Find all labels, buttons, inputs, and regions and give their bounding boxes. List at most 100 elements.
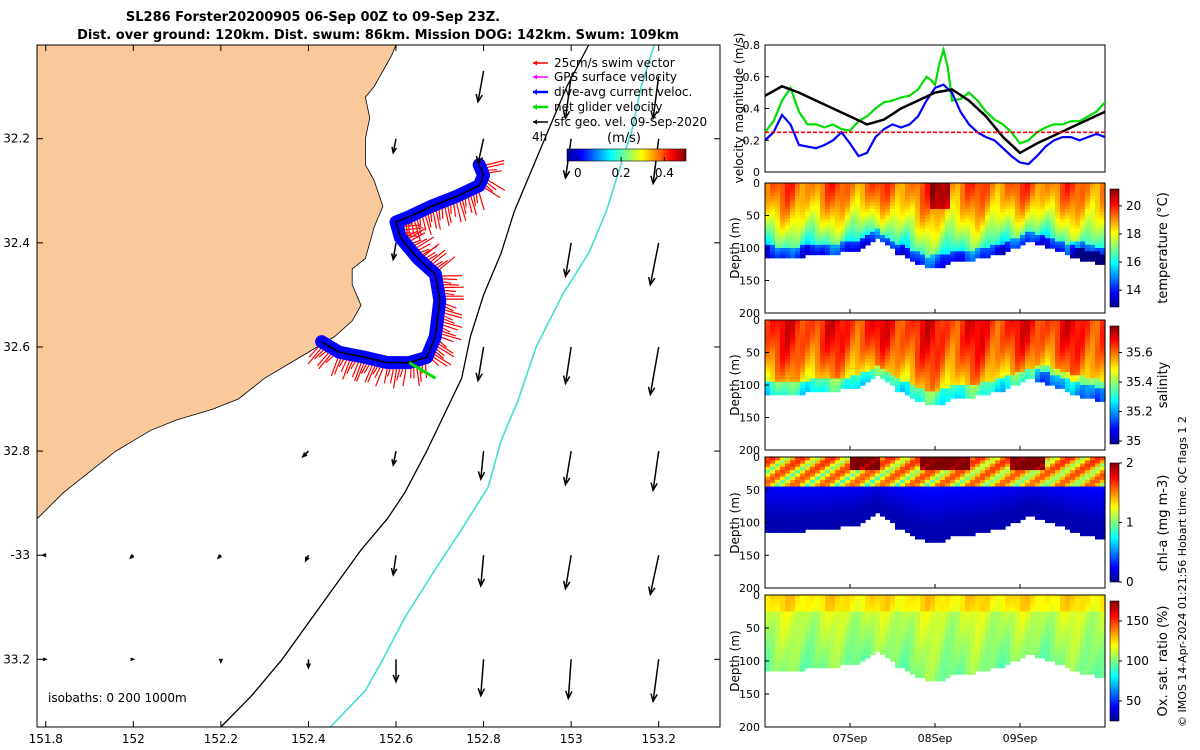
net-glider-velocity-arrow [408, 361, 437, 380]
profile-y-tick-label: 0 [753, 451, 760, 464]
map-y-tick-label: 32.2 [3, 132, 30, 146]
glider-track [321, 164, 485, 364]
profile-colorbar-tick-label: 35.4 [1126, 375, 1153, 389]
profile-y-tick-label: 200 [739, 444, 760, 457]
isobath-200m-line [220, 45, 590, 727]
velocity-ylabel: velocity magnitude (m/s) [732, 33, 746, 184]
map-x-tick-label: 152.2 [204, 732, 238, 746]
profile-y-tick-label: 150 [739, 688, 760, 701]
geo-vector-arrow [42, 657, 48, 662]
profile-colorbar-tick-label: 100 [1126, 654, 1149, 668]
geo-vector-arrow [392, 659, 400, 684]
profile-y-tick-label: 200 [739, 582, 760, 595]
profile-y-tick-label: 100 [739, 517, 760, 530]
profile-panel-ox: 0 50 100 150 200 Depth (m) 50 100 150 Ox. sat. ra… [728, 589, 1171, 734]
velocity-line [765, 83, 1105, 166]
profile-y-tick-label: 100 [739, 655, 760, 668]
profile-colorbar-tick-label: 20 [1126, 199, 1141, 213]
geo-vector-arrow [650, 450, 660, 493]
geo-vector-arrow [477, 659, 486, 698]
geo-vector-arrow [475, 138, 485, 166]
legend-swim-arrowhead [533, 60, 537, 66]
profile-colorbar-tick-label: 16 [1126, 255, 1141, 269]
profile-colorbar-tick-label: 35 [1126, 434, 1141, 448]
map-colorbar [566, 148, 687, 162]
profile-colorbar-tick-label: 1 [1126, 516, 1134, 530]
profile-y-tick-label: 50 [746, 210, 760, 223]
legend-current-arrowhead [533, 89, 537, 95]
legend-net-arrowhead [533, 104, 537, 110]
velocity-y-ticks: 0 0.2 0.4 0.6 0.8 [743, 39, 769, 179]
land-mass [37, 45, 397, 520]
legend-net-label: net glider velocity [554, 100, 662, 114]
profile-y-tick-label: 0 [753, 589, 760, 602]
geo-vector-arrow [647, 242, 660, 287]
profile-colorbar-label: salinity [1156, 361, 1171, 408]
profile-panel-temp: 0 50 100 150 200 Depth (m) 14 16 18 20 temperature… [728, 177, 1171, 320]
geo-vector-arrow [218, 658, 223, 665]
legend-gps-arrowhead [533, 74, 537, 80]
profile-panel-sal: 0 50 100 150 200 Depth (m) 35 35.2 35.4 35.6salin… [728, 314, 1171, 457]
geo-vector-arrow [475, 70, 485, 104]
profile-y-tick-label: 150 [739, 275, 760, 288]
map-y-tick-label: 32.8 [3, 444, 30, 458]
swim-vector-band [307, 159, 506, 389]
profile-ylabel: Depth (m) [728, 492, 742, 553]
geo-vector-arrow [648, 555, 660, 597]
velocity-y-tick-label: 0 [753, 166, 760, 179]
map-frame [36, 44, 721, 728]
geo-vector-arrow [562, 555, 572, 591]
profile-ylabel: Depth (m) [728, 217, 742, 278]
velocity-y-tick-label: 0.6 [743, 71, 761, 84]
map-x-tick-label: 152 [122, 732, 145, 746]
profile-y-tick-label: 100 [739, 379, 760, 392]
map-y-tick-label: 33.2 [3, 652, 30, 666]
geo-vector-arrow [130, 657, 136, 662]
legend-time-note: 4h [532, 130, 547, 144]
date-axis-label: 08Sep [918, 732, 953, 745]
profile-y-tick-label: 50 [746, 622, 760, 635]
geo-vector-arrow [477, 555, 486, 588]
velocity-line [765, 45, 1105, 145]
velocity-y-tick-label: 0.4 [743, 103, 761, 116]
geo-vector-arrow [301, 450, 309, 459]
geo-vector-arrow [216, 554, 222, 560]
figure-title-line1: SL286 Forster20200905 06-Sep 00Z to 09-S… [126, 10, 500, 25]
profile-y-tick-label: 100 [739, 242, 760, 255]
profile-heatmap-cells [765, 183, 1106, 269]
geo-vector-arrow [562, 76, 572, 121]
profile-y-tick-label: 200 [739, 721, 760, 734]
isobath-note: isobaths: 0 200 1000m [48, 691, 187, 705]
legend-geo-arrowhead [533, 119, 537, 125]
profile-colorbar-label: Ox. sat. ratio (%) [1156, 606, 1171, 717]
profile-panel-chl: 0 50 100 150 200 Depth (m) 0 1 2 chl-a (mg m-3) [728, 451, 1171, 595]
map-x-tick-label: 152.8 [466, 732, 500, 746]
profile-colorbar [1109, 600, 1120, 722]
figure-title-line2: Dist. over ground: 120km. Dist. swum: 86… [77, 28, 679, 43]
map-colorbar-tick-label: 0.2 [612, 166, 631, 180]
geo-vector-arrow [565, 659, 573, 701]
geo-vector-arrow [129, 554, 135, 560]
date-axis-label: 09Sep [1003, 732, 1038, 745]
geo-vector-arrow [477, 451, 486, 482]
geo-vector-arrow [390, 555, 398, 577]
profile-colorbar-tick-label: 35.2 [1126, 405, 1153, 419]
legend-current-label: dive-avg current veloc. [554, 85, 692, 99]
swim-vector-hatch [307, 159, 506, 389]
velocity-frame [764, 44, 1106, 173]
profile-heatmap-cells [765, 320, 1106, 406]
map-colorbar-tick-label: 0.4 [655, 166, 674, 180]
map-panel: 151.8 152 152.2 152.4 152.6 152.8 153 153.2 32.… [3, 44, 721, 746]
geo-vector-arrow [475, 346, 485, 383]
map-legend: 25cm/s swim vector GPS surface velocity … [532, 56, 707, 180]
profile-heatmap-cells [765, 457, 1106, 543]
legend-geo-label: sfc geo. vel. 09-Sep-2020 [554, 115, 707, 129]
profile-y-tick-label: 0 [753, 177, 760, 190]
map-y-ticks: 32.2 32.4 32.6 32.8 -33 33.2 [3, 132, 720, 666]
date-axis-label: 07Sep [833, 732, 868, 745]
profile-heatmap-cells [765, 595, 1106, 682]
geo-vector-arrow [305, 659, 311, 670]
map-y-tick-label: -33 [10, 548, 30, 562]
date-axis: 07Sep 08Sep 09Sep [833, 732, 1038, 745]
velocity-series [765, 45, 1105, 166]
